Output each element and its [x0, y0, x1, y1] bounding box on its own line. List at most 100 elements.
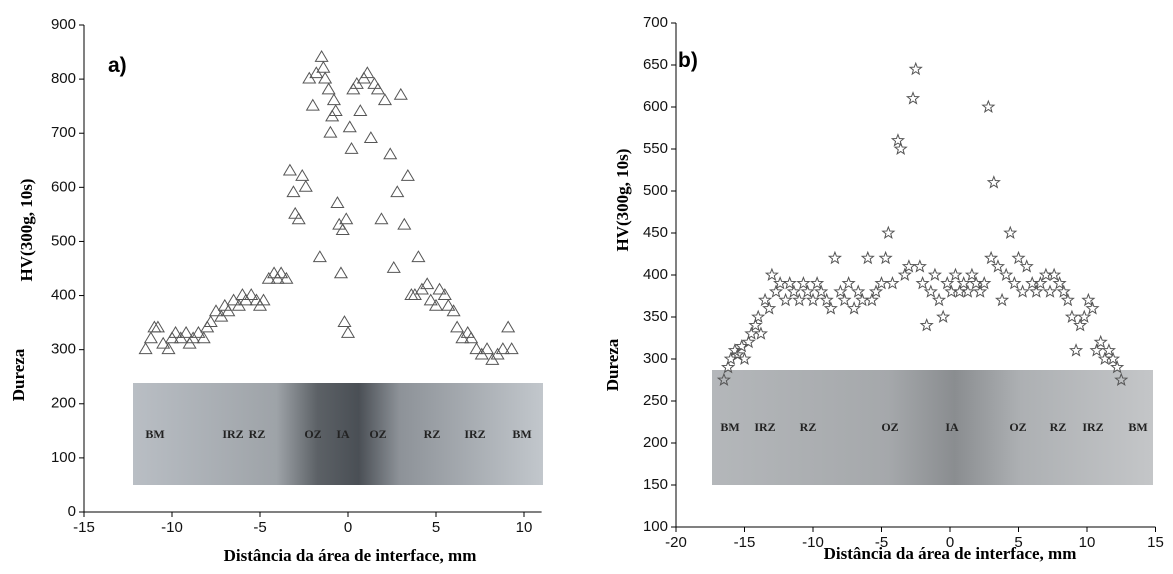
zone-label: OZ — [881, 420, 898, 434]
zone-label: OZ — [1009, 420, 1026, 434]
data-point — [337, 315, 352, 328]
x-tick-label: 5 — [1014, 534, 1022, 551]
micrograph — [712, 370, 1153, 485]
y-tick-label: 300 — [51, 341, 76, 358]
zone-label: IA — [336, 427, 350, 441]
data-point — [1077, 309, 1092, 324]
data-point — [837, 292, 852, 307]
data-point — [1085, 301, 1100, 315]
data-point — [390, 185, 405, 198]
y-tick-label: 500 — [51, 232, 76, 249]
data-point — [897, 267, 912, 282]
zone-label: RZ — [249, 427, 266, 441]
data-point — [864, 292, 879, 307]
data-point — [720, 359, 736, 374]
data-point — [288, 206, 303, 219]
data-point — [1003, 225, 1018, 240]
data-point — [748, 317, 763, 332]
data-point — [1114, 372, 1129, 387]
data-point — [138, 342, 153, 355]
data-point — [479, 342, 495, 355]
data-point — [256, 293, 271, 306]
data-point — [912, 259, 927, 273]
data-point — [318, 71, 333, 84]
data-point — [885, 275, 900, 290]
zone-label: BM — [512, 427, 531, 441]
data-point — [143, 331, 158, 344]
data-point — [370, 82, 385, 95]
zone-label: IRZ — [464, 427, 485, 441]
data-point — [196, 331, 211, 344]
data-point — [923, 284, 938, 298]
data-point — [282, 163, 297, 176]
data-point — [428, 298, 444, 311]
data-point — [931, 292, 947, 307]
data-point — [333, 266, 349, 279]
y-tick-label: 0 — [68, 503, 76, 520]
data-point — [981, 99, 996, 114]
zone-label: OZ — [369, 427, 386, 441]
data-point — [1064, 309, 1079, 324]
data-point — [860, 250, 875, 265]
x-tick-label: 0 — [344, 519, 352, 536]
y-tick-label: 400 — [51, 287, 76, 304]
data-point — [927, 267, 942, 282]
data-point — [420, 277, 435, 290]
y-axis-note: Dureza — [9, 348, 28, 401]
data-point — [295, 169, 310, 181]
data-point — [279, 271, 294, 284]
data-point — [1007, 275, 1022, 290]
y-tick-label: 500 — [643, 182, 668, 199]
y-axis-title: HV(300g, 10s) — [17, 179, 36, 282]
y-tick-label: 600 — [643, 98, 668, 115]
data-point — [504, 342, 519, 355]
x-tick-label: -10 — [161, 519, 183, 536]
x-tick-label: -5 — [253, 519, 266, 536]
data-point — [397, 217, 412, 230]
data-point — [312, 250, 327, 263]
y-tick-label: 200 — [643, 434, 668, 451]
data-point — [741, 334, 756, 349]
data-point — [235, 288, 250, 300]
y-tick-label: 650 — [643, 56, 668, 73]
data-point — [1093, 334, 1108, 349]
data-point — [948, 267, 963, 282]
data-point — [441, 298, 456, 311]
data-point — [744, 326, 759, 340]
x-axis-title: Distância da área de interface, mm — [824, 544, 1077, 563]
data-point — [423, 293, 438, 306]
data-point — [782, 275, 797, 290]
data-point — [501, 320, 516, 333]
data-point — [730, 347, 745, 361]
data-point — [342, 120, 357, 133]
data-point — [353, 104, 368, 116]
data-point — [244, 288, 259, 300]
micrograph — [133, 383, 543, 485]
data-point — [291, 212, 306, 225]
data-point — [819, 292, 834, 307]
y-axis-title: HV(300g, 10s) — [613, 149, 632, 252]
data-point — [768, 284, 784, 298]
data-point — [400, 169, 415, 181]
data-point — [762, 301, 777, 315]
data-point — [340, 325, 356, 338]
data-point — [1052, 275, 1067, 290]
y-tick-label: 300 — [643, 350, 668, 367]
data-point — [383, 147, 398, 160]
data-point — [286, 185, 301, 198]
y-tick-label: 100 — [643, 518, 668, 535]
data-point — [833, 284, 848, 298]
data-point — [881, 225, 896, 240]
zone-label: RZ — [1050, 420, 1067, 434]
data-point — [314, 49, 329, 62]
data-point — [1015, 284, 1030, 298]
data-point — [757, 292, 773, 307]
data-point — [878, 250, 893, 265]
data-point — [437, 288, 452, 300]
data-point — [161, 342, 176, 355]
data-point — [377, 93, 393, 106]
data-point — [753, 326, 769, 340]
data-point — [827, 250, 842, 265]
data-point — [940, 275, 955, 290]
